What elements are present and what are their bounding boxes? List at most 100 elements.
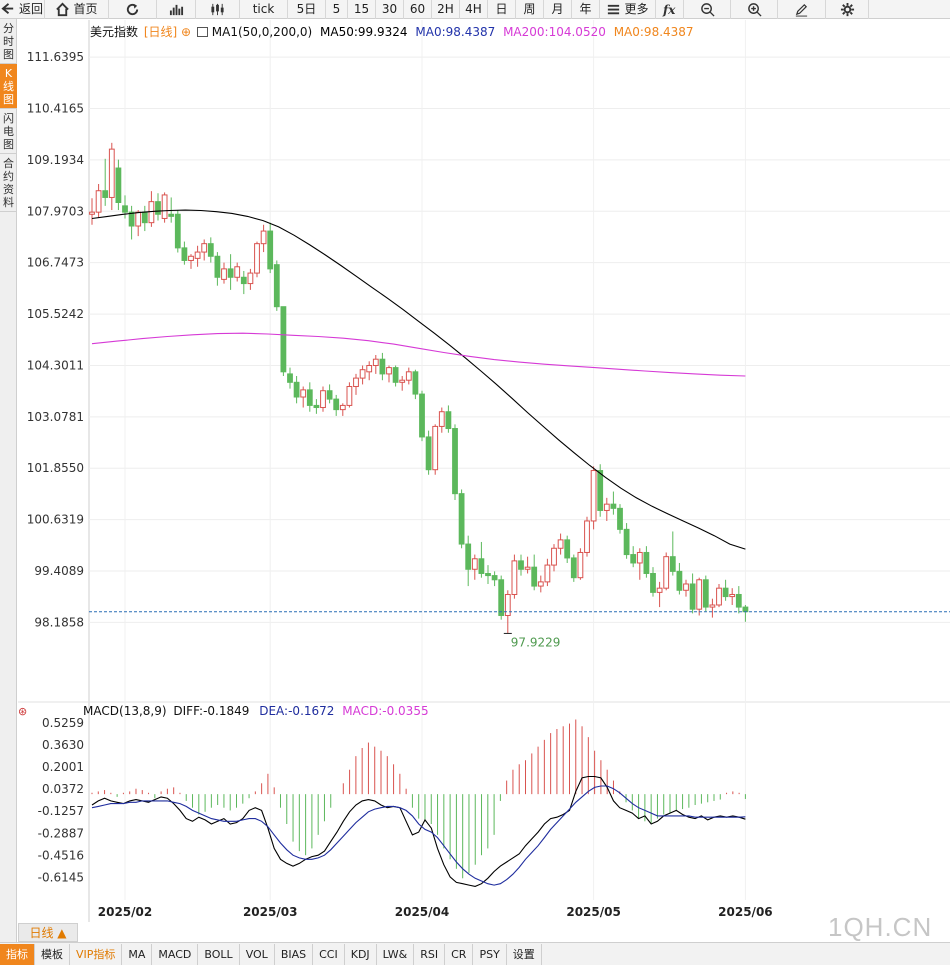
menu-icon	[606, 2, 621, 17]
settings-button[interactable]	[826, 0, 869, 19]
gear-icon	[840, 2, 855, 17]
watermark: 1QH.CN	[828, 912, 933, 942]
svg-text:fx: fx	[662, 3, 676, 17]
chart-type-button[interactable]	[157, 0, 196, 19]
candle	[392, 365, 399, 387]
candle-body	[597, 470, 604, 511]
macd-hist-value: MACD:-0.0355	[342, 704, 429, 718]
period-15-button[interactable]: 15	[348, 0, 376, 19]
candle	[128, 205, 135, 240]
tick-button[interactable]: tick	[240, 0, 288, 19]
bottom-tab-lwr[interactable]: LW&	[377, 943, 415, 965]
period-week-button[interactable]: 周	[516, 0, 544, 19]
price-tick-label: 105.5242	[27, 307, 84, 321]
home-button[interactable]: 首页	[45, 0, 109, 19]
bottom-tab-indicator[interactable]: 指标	[0, 943, 35, 965]
period-2h-label: 2H	[437, 2, 454, 16]
candle-body	[115, 167, 122, 203]
period-5d-button[interactable]: 5日	[288, 0, 326, 19]
home-icon	[55, 2, 70, 17]
price-tick-label: 101.8550	[27, 461, 84, 475]
period-week-label: 周	[523, 2, 536, 16]
back-arrow-icon	[1, 2, 16, 17]
add-indicator-icon[interactable]: ⊕	[181, 25, 192, 39]
more-button[interactable]: 更多	[600, 0, 656, 19]
bottom-tab-cr[interactable]: CR	[445, 943, 474, 965]
candle-body	[544, 564, 551, 583]
period-4h-button[interactable]: 4H	[460, 0, 488, 19]
candle-body	[122, 205, 128, 213]
candle-body	[537, 581, 544, 587]
candle-body	[366, 365, 373, 373]
candle	[174, 210, 181, 253]
zoom-out-button[interactable]	[684, 0, 731, 19]
indicator-box-icon[interactable]	[196, 27, 208, 37]
period-year-button[interactable]: 年	[572, 0, 600, 19]
side-tab-timeshare[interactable]: 分时图	[0, 19, 17, 64]
candle	[320, 386, 326, 412]
zoom-in-button[interactable]	[731, 0, 778, 19]
side-tab-contract[interactable]: 合约资料	[0, 154, 17, 212]
draw-button[interactable]	[778, 0, 826, 19]
price-grid	[89, 20, 950, 900]
refresh-button[interactable]	[109, 0, 157, 19]
side-tab-flash[interactable]: 闪电图	[0, 109, 17, 154]
period-5-button[interactable]: 5	[326, 0, 348, 19]
candle	[702, 575, 709, 612]
chart-canvas[interactable]: 111.6395 110.4165 109.1934 107.9703 106.7473…	[18, 20, 950, 922]
candle	[95, 184, 102, 218]
candle-body	[584, 520, 590, 553]
bottom-tab-ma[interactable]: MA	[122, 943, 153, 965]
candle	[531, 554, 538, 591]
candle-body	[260, 230, 267, 245]
candle-body	[95, 190, 102, 213]
bottom-tab-bias[interactable]: BIAS	[275, 943, 314, 965]
candle-type-button[interactable]	[196, 0, 240, 19]
ma200-value: MA200:104.0520	[503, 25, 606, 39]
macd-diff-value: DIFF:-0.1849	[173, 704, 250, 718]
date-tick-label: 2025/06	[718, 905, 772, 919]
candle-body	[504, 593, 511, 616]
back-button[interactable]: 返回	[0, 0, 45, 19]
period-30-button[interactable]: 30	[376, 0, 404, 19]
ma0b-value: MA0:98.4387	[613, 25, 694, 39]
candle	[273, 260, 280, 311]
period-month-button[interactable]: 月	[544, 0, 572, 19]
back-label: 返回	[18, 2, 43, 16]
candle-body	[155, 201, 161, 215]
bottom-tab-rsi[interactable]: RSI	[414, 943, 446, 965]
candle	[115, 159, 122, 211]
candle-body	[485, 572, 491, 577]
candle-body	[128, 211, 135, 227]
refresh-icon	[125, 2, 140, 17]
bottom-tab-boll[interactable]: BOLL	[198, 943, 240, 965]
candle	[643, 546, 650, 578]
candle	[485, 565, 491, 584]
candle-body	[716, 587, 722, 606]
period-selector[interactable]: 日线 ▲	[18, 923, 78, 942]
period-2h-button[interactable]: 2H	[432, 0, 460, 19]
bottom-tab-kdj[interactable]: KDJ	[345, 943, 377, 965]
bottom-tab-macd[interactable]: MACD	[152, 943, 199, 965]
candle	[313, 399, 320, 414]
macd-settings-icon[interactable]: ⊛	[18, 705, 28, 718]
formula-button[interactable]: fx	[656, 0, 684, 19]
bottom-tab-vol[interactable]: VOL	[240, 943, 275, 965]
bottom-tab-psy[interactable]: PSY	[473, 943, 507, 965]
period-day-button[interactable]: 日	[488, 0, 516, 19]
bottom-tab-settings[interactable]: 设置	[507, 943, 542, 965]
candle	[346, 382, 353, 408]
candle	[214, 252, 221, 286]
bottom-tab-template[interactable]: 模板	[35, 943, 70, 965]
ma0-value: MA0:98.4387	[415, 25, 496, 39]
candle	[577, 548, 584, 580]
ma200-line	[91, 332, 746, 377]
candle	[326, 384, 333, 404]
date-tick-label: 2025/03	[243, 905, 297, 919]
bottom-tab-cci[interactable]: CCI	[313, 943, 345, 965]
period-60-button[interactable]: 60	[404, 0, 432, 19]
candle	[267, 222, 274, 274]
ma-params: MA1(50,0,200,0)	[211, 25, 313, 39]
bottom-tab-vip[interactable]: VIP指标	[70, 943, 123, 965]
